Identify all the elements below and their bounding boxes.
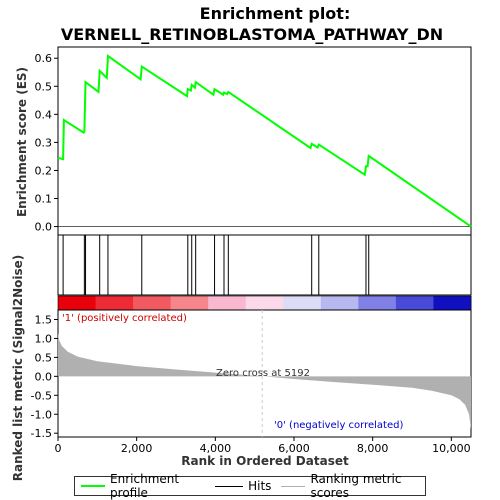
heatmap-segment: [358, 296, 397, 310]
es-y-axis-title: Enrichment score (ES): [15, 67, 29, 217]
legend-label-es: Enrichment profile: [110, 472, 180, 500]
ranked-y-axis-title: Ranked list metric (Signal2Noise): [11, 255, 25, 482]
heatmap-segment: [208, 296, 247, 310]
es-line: [57, 54, 472, 228]
legend-swatch-es: [81, 485, 106, 487]
heatmap-segment: [283, 296, 322, 310]
ranked-y-tick-label: 0.5: [35, 351, 53, 364]
ranked-y-tick-label: 0.0: [35, 370, 53, 383]
legend-item-es: Enrichment profile: [81, 472, 205, 500]
legend: Enrichment profile Hits Ranking metric s…: [74, 472, 426, 500]
x-tick-label: 0: [55, 442, 62, 455]
plot-title-line1: Enrichment plot:: [200, 4, 351, 23]
es-series-group: [57, 54, 472, 228]
legend-label-hits: Hits: [248, 479, 272, 493]
legend-swatch-ranking: [281, 485, 306, 487]
hits-panel-frame: [57, 234, 472, 296]
heatmap-segment: [170, 296, 209, 310]
x-tick-label: 10,000: [432, 442, 471, 455]
ranked-metric-fill: [58, 332, 471, 430]
zero-cross-label: Zero cross at 5192: [216, 368, 310, 379]
legend-swatch-hits: [215, 485, 244, 487]
ranked-y-tick-label: -0.5: [31, 389, 52, 402]
x-axis: 0 2,000 4,000 6,000 8,000 10,000: [55, 437, 471, 455]
ranked-y-tick-label: 1.0: [35, 332, 53, 345]
legend-item-ranking: Ranking metric scores: [281, 472, 425, 500]
heatmap-segment: [95, 296, 134, 310]
ranked-y-axis: -1.5 -1.0 -0.5 0.0 0.5 1.0 1.5: [31, 313, 58, 440]
es-y-tick-label: 0.3: [35, 136, 53, 149]
ranking-heatmap-bar: [57, 295, 472, 311]
es-y-tick-label: 0.4: [35, 108, 53, 121]
heatmap-segment: [133, 296, 172, 310]
ranked-y-tick-label: -1.5: [31, 427, 52, 440]
heatmap-segment: [395, 296, 434, 310]
hits-group: [62, 235, 370, 295]
ranked-y-tick-label: -1.0: [31, 408, 52, 421]
es-panel-frame: [57, 46, 472, 236]
heatmap-segment: [245, 296, 284, 310]
es-y-tick-label: 0.1: [35, 193, 53, 206]
ranked-metric-area: [58, 310, 471, 437]
es-y-axis: 0.0 0.1 0.2 0.3 0.4 0.5 0.6: [35, 52, 471, 234]
heatmap-segment: [320, 296, 359, 310]
legend-item-hits: Hits: [215, 479, 271, 493]
x-axis-title: Rank in Ordered Dataset: [181, 454, 349, 468]
es-y-tick-label: 0.5: [35, 80, 53, 93]
heatmap-segment: [433, 296, 472, 310]
x-tick-label: 8,000: [357, 442, 389, 455]
ranked-y-tick-label: 1.5: [35, 313, 53, 326]
es-y-tick-label: 0.0: [35, 221, 53, 234]
x-tick-label: 2,000: [121, 442, 153, 455]
positive-correlation-label: '1' (positively correlated): [62, 313, 187, 324]
x-tick-label: 4,000: [200, 442, 232, 455]
negative-correlation-label: '0' (negatively correlated): [274, 420, 403, 431]
plot-title-line2: VERNELL_RETINOBLASTOMA_PATHWAY_DN: [61, 25, 443, 44]
es-y-tick-label: 0.2: [35, 164, 53, 177]
heatmap-segment: [58, 296, 97, 310]
x-tick-label: 6,000: [278, 442, 310, 455]
es-y-tick-label: 0.6: [35, 52, 53, 65]
legend-label-ranking: Ranking metric scores: [310, 472, 402, 500]
